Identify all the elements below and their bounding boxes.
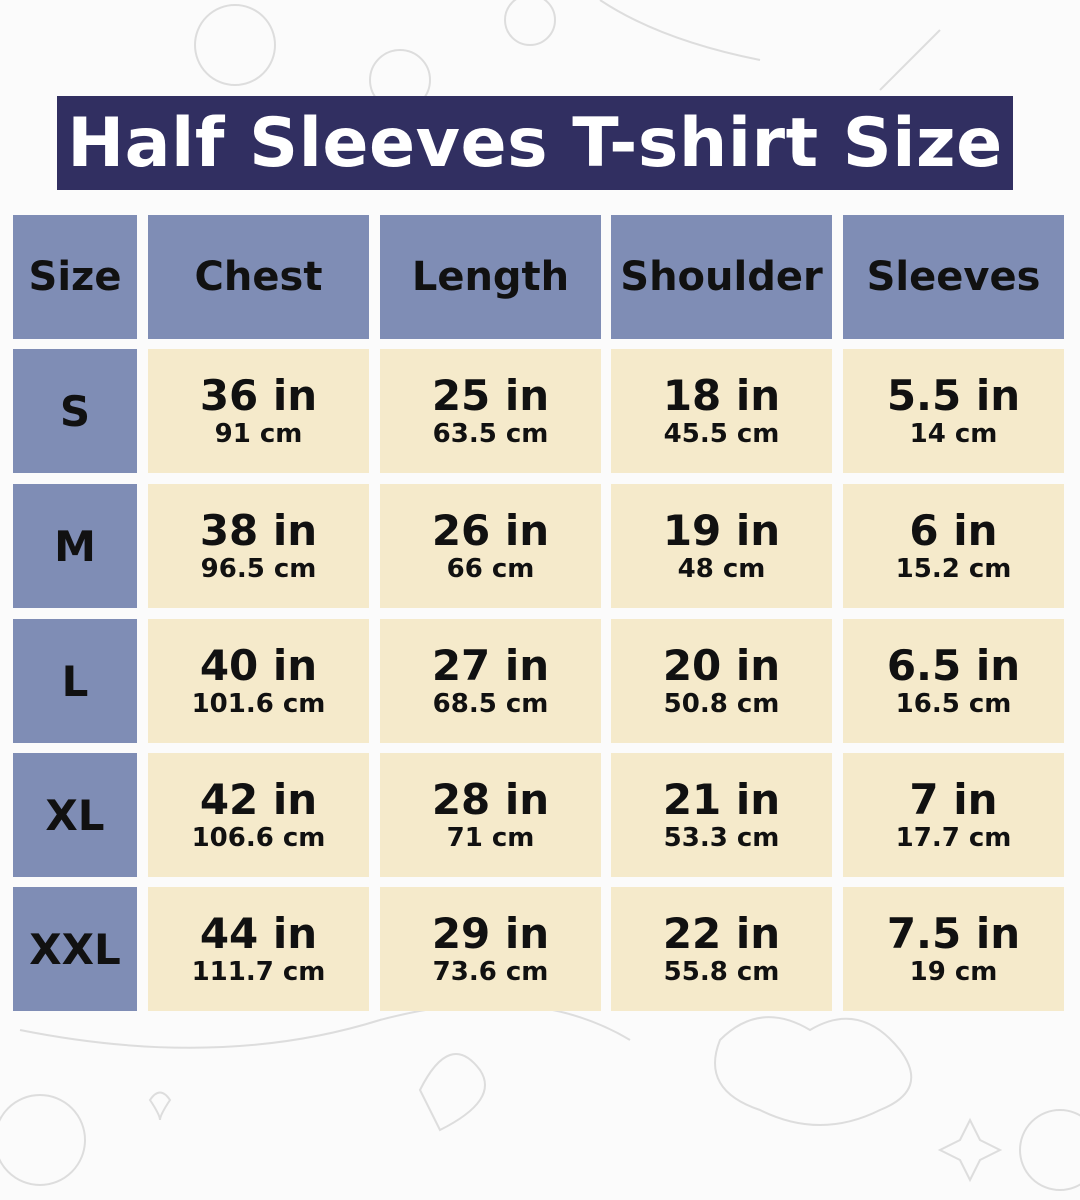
cm-value: 53.3 cm [663, 823, 780, 853]
cell-chest: 44 in 111.7 cm [148, 887, 369, 1011]
cm-value: 55.8 cm [663, 957, 780, 987]
inch-value: 27 in [431, 641, 550, 690]
cm-value: 111.7 cm [191, 957, 326, 987]
cell-length: 27 in 68.5 cm [380, 619, 601, 743]
size-label: XXL [13, 887, 137, 1011]
cm-value: 14 cm [909, 419, 998, 449]
cell-sleeves: 5.5 in 14 cm [843, 349, 1064, 473]
inch-value: 6.5 in [886, 641, 1021, 690]
inch-value: 26 in [431, 506, 550, 555]
inch-value: 18 in [662, 371, 781, 420]
cell-shoulder: 18 in 45.5 cm [611, 349, 832, 473]
cell-sleeves: 6 in 15.2 cm [843, 484, 1064, 608]
inch-value: 36 in [199, 371, 318, 420]
inch-value: 5.5 in [886, 371, 1021, 420]
cm-value: 96.5 cm [200, 554, 317, 584]
cell-chest: 38 in 96.5 cm [148, 484, 369, 608]
cell-length: 29 in 73.6 cm [380, 887, 601, 1011]
inch-value: 19 in [662, 506, 781, 555]
inch-value: 40 in [199, 641, 318, 690]
inch-value: 7.5 in [886, 909, 1021, 958]
header-sleeves: Sleeves [843, 215, 1064, 339]
cm-value: 73.6 cm [432, 957, 549, 987]
cm-value: 17.7 cm [895, 823, 1012, 853]
cell-chest: 36 in 91 cm [148, 349, 369, 473]
inch-value: 6 in [909, 506, 998, 555]
inch-value: 29 in [431, 909, 550, 958]
cm-value: 63.5 cm [432, 419, 549, 449]
cell-chest: 40 in 101.6 cm [148, 619, 369, 743]
cm-value: 19 cm [909, 957, 998, 987]
inch-value: 22 in [662, 909, 781, 958]
page-title: Half Sleeves T-shirt Size [57, 96, 1013, 190]
cm-value: 106.6 cm [191, 823, 326, 853]
header-size: Size [13, 215, 137, 339]
cm-value: 66 cm [446, 554, 535, 584]
size-label: XL [13, 753, 137, 877]
cell-sleeves: 6.5 in 16.5 cm [843, 619, 1064, 743]
cm-value: 71 cm [446, 823, 535, 853]
size-label: S [13, 349, 137, 473]
size-label: L [13, 619, 137, 743]
cell-length: 25 in 63.5 cm [380, 349, 601, 473]
cell-shoulder: 22 in 55.8 cm [611, 887, 832, 1011]
cm-value: 48 cm [677, 554, 766, 584]
header-length: Length [380, 215, 601, 339]
size-label: M [13, 484, 137, 608]
cm-value: 16.5 cm [895, 689, 1012, 719]
cell-length: 28 in 71 cm [380, 753, 601, 877]
cm-value: 45.5 cm [663, 419, 780, 449]
cell-length: 26 in 66 cm [380, 484, 601, 608]
cell-shoulder: 21 in 53.3 cm [611, 753, 832, 877]
inch-value: 38 in [199, 506, 318, 555]
header-chest: Chest [148, 215, 369, 339]
inch-value: 25 in [431, 371, 550, 420]
inch-value: 7 in [909, 775, 998, 824]
cell-chest: 42 in 106.6 cm [148, 753, 369, 877]
cm-value: 68.5 cm [432, 689, 549, 719]
cm-value: 15.2 cm [895, 554, 1012, 584]
inch-value: 21 in [662, 775, 781, 824]
header-shoulder: Shoulder [611, 215, 832, 339]
inch-value: 44 in [199, 909, 318, 958]
cm-value: 91 cm [214, 419, 303, 449]
cm-value: 50.8 cm [663, 689, 780, 719]
inch-value: 20 in [662, 641, 781, 690]
inch-value: 42 in [199, 775, 318, 824]
cell-shoulder: 19 in 48 cm [611, 484, 832, 608]
inch-value: 28 in [431, 775, 550, 824]
cell-shoulder: 20 in 50.8 cm [611, 619, 832, 743]
cell-sleeves: 7 in 17.7 cm [843, 753, 1064, 877]
cm-value: 101.6 cm [191, 689, 326, 719]
cell-sleeves: 7.5 in 19 cm [843, 887, 1064, 1011]
